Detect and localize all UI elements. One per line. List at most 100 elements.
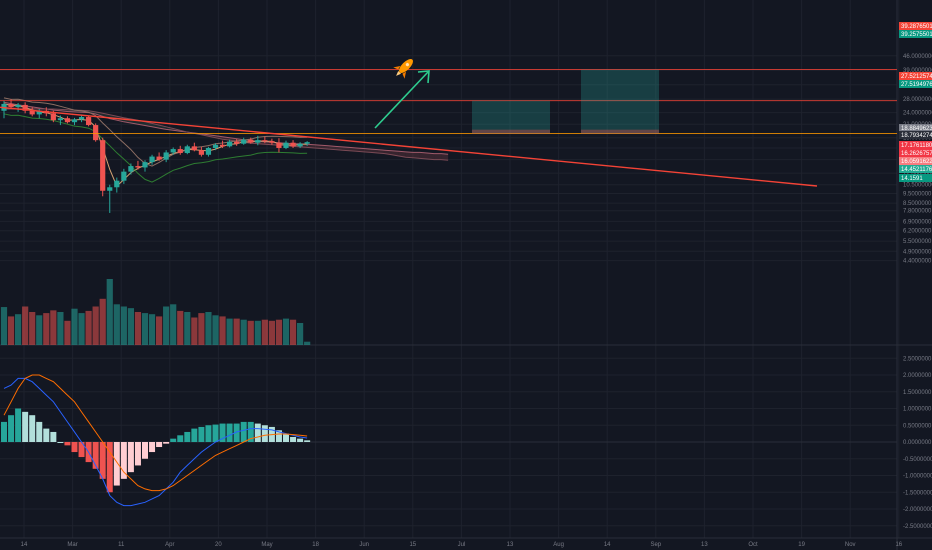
macd-histogram-bar bbox=[29, 415, 36, 442]
price-tag-bg bbox=[899, 149, 932, 157]
macd-histogram-bar bbox=[43, 428, 50, 442]
macd-histogram-bar bbox=[205, 425, 212, 442]
macd-histogram-bar bbox=[283, 433, 289, 442]
price-tag-label: 27.5212574 bbox=[901, 74, 932, 80]
price-tick-label: 4.9000000 bbox=[903, 249, 932, 255]
time-tick-label: 11 bbox=[118, 542, 125, 548]
target-zone bbox=[472, 100, 550, 134]
volume-bar bbox=[247, 320, 254, 345]
stop-zone bbox=[472, 129, 550, 134]
volume-bar bbox=[205, 312, 212, 345]
macd-tick-label: -1.5000000 bbox=[903, 490, 932, 496]
macd-histogram-bar bbox=[78, 442, 85, 458]
macd-histogram-bar bbox=[163, 442, 170, 444]
volume-bar bbox=[212, 315, 219, 345]
price-tick-label: 46.0000000 bbox=[903, 54, 932, 60]
volume-bar bbox=[106, 279, 113, 345]
candle-body bbox=[57, 118, 63, 121]
volume-bar bbox=[50, 310, 57, 345]
candle-body bbox=[227, 141, 233, 147]
time-tick-label: Jul bbox=[458, 542, 466, 548]
price-tick-label: 4.4000000 bbox=[903, 259, 932, 265]
volume-bar bbox=[297, 323, 304, 345]
volume-bar bbox=[22, 306, 29, 345]
cloud-segment bbox=[398, 151, 406, 158]
candle-body bbox=[163, 152, 169, 160]
candle-body bbox=[248, 139, 254, 143]
time-tick-label: Aug bbox=[553, 542, 564, 548]
cloud-segment bbox=[405, 151, 413, 158]
macd-histogram-bar bbox=[8, 415, 15, 442]
macd-tick-label: -0.5000000 bbox=[903, 457, 932, 463]
candle-body bbox=[114, 180, 120, 188]
candle-body bbox=[121, 171, 127, 181]
volume-bar bbox=[268, 320, 275, 345]
volume-bar bbox=[156, 316, 163, 345]
time-tick-label: Apr bbox=[165, 542, 174, 548]
candle-body bbox=[198, 150, 204, 155]
cloud-segment bbox=[335, 146, 343, 151]
macd-tick-label: 1.5000000 bbox=[903, 390, 932, 396]
arrow-shaft bbox=[374, 71, 429, 129]
price-tag-bg bbox=[899, 124, 932, 132]
cloud-segment bbox=[314, 144, 322, 149]
time-tick-label: Nov bbox=[845, 542, 856, 548]
candle-body bbox=[29, 110, 35, 115]
macd-histogram-bar bbox=[304, 440, 311, 442]
volume-bar bbox=[134, 312, 142, 345]
rocket-fin bbox=[402, 71, 406, 79]
macd-tick-label: -2.0000000 bbox=[903, 507, 932, 513]
candle-body bbox=[78, 117, 85, 120]
candle-body bbox=[262, 140, 268, 142]
rocket-flame bbox=[396, 70, 402, 76]
rocket-window bbox=[405, 62, 410, 67]
price-tag-label: 16.0591622 bbox=[901, 159, 932, 165]
macd-tick-label: 0.5000000 bbox=[903, 423, 932, 429]
macd-histogram-bar bbox=[57, 442, 64, 443]
candle-body bbox=[8, 103, 14, 107]
candle-body bbox=[93, 125, 99, 141]
macd-histogram-bar bbox=[290, 436, 297, 442]
cloud-segment bbox=[377, 149, 385, 154]
volume-bar bbox=[170, 304, 177, 345]
macd-histogram-bar bbox=[198, 426, 205, 442]
rocket-icon bbox=[393, 59, 413, 79]
candle-body bbox=[86, 117, 92, 126]
macd-histogram-bar bbox=[170, 438, 177, 442]
volume-bar bbox=[289, 319, 297, 345]
candle-body bbox=[50, 113, 56, 121]
candle-body bbox=[283, 142, 289, 148]
candle-body bbox=[142, 162, 148, 168]
price-tag-label: 14.4521176 bbox=[901, 167, 932, 173]
macd-tick-label: 2.0000000 bbox=[903, 373, 932, 379]
price-tag-label: 16.2626757 bbox=[901, 151, 932, 157]
volume-bar bbox=[191, 317, 198, 345]
cloud-segment bbox=[419, 152, 427, 160]
candle-body bbox=[100, 140, 106, 191]
cloud-segment bbox=[328, 145, 336, 150]
macd-histogram-bar bbox=[233, 423, 240, 442]
macd-histogram-bar bbox=[191, 428, 198, 442]
macd-histogram-bar bbox=[36, 421, 43, 442]
time-tick-label: Sep bbox=[650, 542, 661, 548]
macd-histogram-bar bbox=[212, 424, 219, 442]
volume-bar bbox=[29, 312, 36, 345]
macd-histogram-bar bbox=[22, 411, 29, 442]
candle-body bbox=[15, 104, 21, 107]
volume-bar bbox=[261, 319, 268, 345]
macd-pane bbox=[0, 374, 897, 507]
macd-histogram-bar bbox=[261, 425, 268, 442]
time-tick-label: 13 bbox=[507, 542, 514, 548]
candle-body bbox=[304, 142, 310, 144]
price-tick-label: 39.0000000 bbox=[903, 68, 932, 74]
candle-body bbox=[212, 144, 219, 148]
grid bbox=[0, 0, 900, 538]
arrow-head bbox=[417, 70, 430, 84]
time-tick-label: 20 bbox=[215, 542, 222, 548]
macd-histogram-bar bbox=[177, 435, 184, 442]
macd-histogram-bar bbox=[106, 442, 113, 493]
price-tick-label: 24.0000000 bbox=[903, 111, 932, 117]
cloud-segment bbox=[307, 144, 315, 148]
candle-body bbox=[107, 187, 113, 191]
